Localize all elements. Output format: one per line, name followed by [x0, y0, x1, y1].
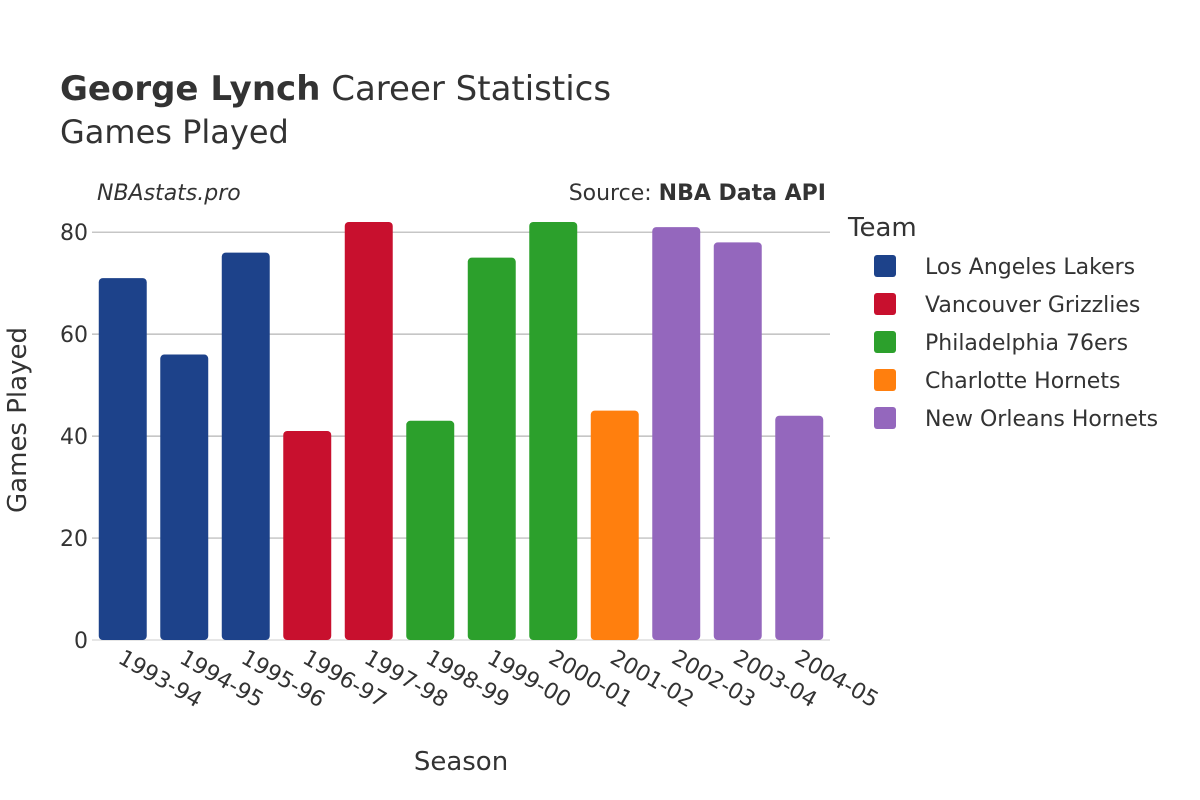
legend-title: Team — [847, 213, 917, 243]
legend-label: Vancouver Grizzlies — [925, 293, 1140, 318]
bar-1999-00[interactable] — [467, 257, 516, 640]
legend-swatch — [874, 293, 896, 315]
bar-2003-04[interactable] — [713, 242, 762, 640]
source-prefix: Source: — [569, 181, 659, 206]
chart-title: George Lynch Career Statistics — [60, 69, 611, 109]
chart-subtitle: Games Played — [60, 113, 289, 151]
source-label: Source: NBA Data API — [569, 181, 826, 206]
bar-2001-02[interactable] — [590, 410, 639, 640]
y-tick-label: 20 — [60, 527, 88, 552]
bar-2000-01[interactable] — [529, 222, 578, 640]
y-tick-label: 80 — [60, 221, 88, 246]
legend-swatch — [874, 331, 896, 353]
legend-label: Los Angeles Lakers — [925, 255, 1135, 280]
x-axis-ticks: 1993-941994-951995-961996-971997-981998-… — [114, 646, 883, 714]
bar-1997-98[interactable] — [344, 222, 393, 640]
bar-1996-97[interactable] — [283, 431, 332, 640]
legend-label: New Orleans Hornets — [925, 407, 1158, 432]
x-axis-title: Season — [414, 747, 508, 777]
legend-swatch — [874, 369, 896, 391]
legend-label: Charlotte Hornets — [925, 369, 1120, 394]
legend-swatch — [874, 255, 896, 277]
bar-2002-03[interactable] — [652, 227, 701, 640]
y-tick-label: 60 — [60, 323, 88, 348]
y-tick-label: 40 — [60, 425, 88, 450]
y-axis-title: Games Played — [3, 327, 33, 513]
gridlines — [92, 231, 830, 641]
legend: Los Angeles Lakers Vancouver Grizzlies Phi… — [874, 255, 1158, 432]
bar-1998-99[interactable] — [406, 420, 455, 640]
chart-title-player: George Lynch — [60, 69, 320, 109]
y-axis-ticks: 0 20 40 60 80 — [60, 221, 88, 654]
bar-1994-95[interactable] — [160, 354, 209, 640]
chart-title-rest: Career Statistics — [320, 69, 611, 109]
bar-1995-96[interactable] — [221, 252, 270, 640]
watermark: NBAstats.pro — [97, 181, 241, 206]
y-tick-label: 0 — [74, 629, 88, 654]
bar-1993-94[interactable] — [98, 278, 147, 640]
legend-label: Philadelphia 76ers — [925, 331, 1128, 356]
bars — [98, 222, 824, 640]
source-name: NBA Data API — [659, 181, 826, 206]
bar-2004-05[interactable] — [775, 415, 824, 640]
legend-swatch — [874, 407, 896, 429]
